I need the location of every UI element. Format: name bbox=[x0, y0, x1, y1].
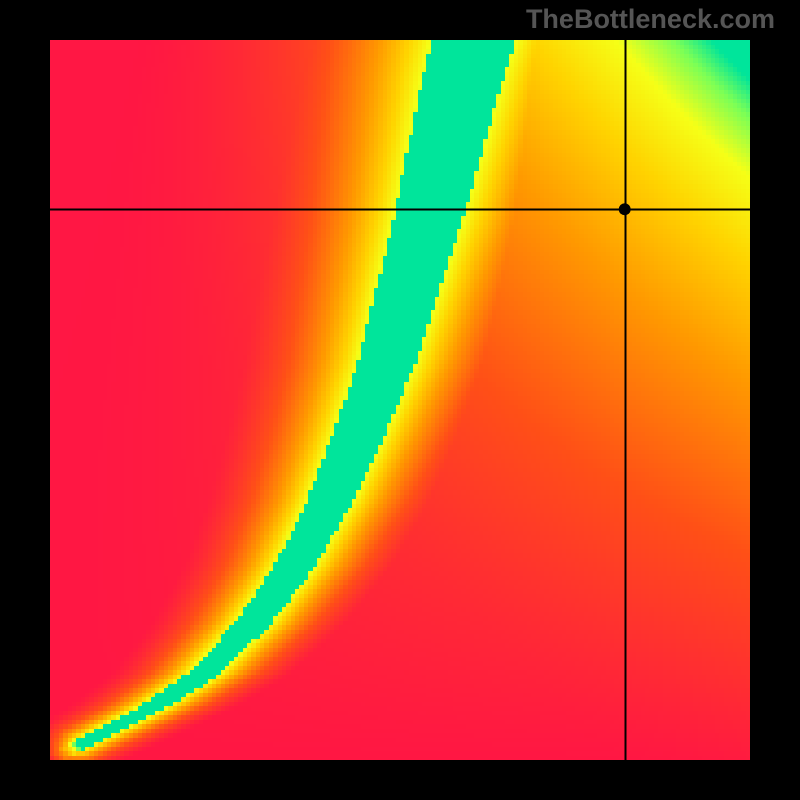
chart-container: TheBottleneck.com bbox=[0, 0, 800, 800]
watermark-text: TheBottleneck.com bbox=[526, 4, 775, 35]
heatmap-stage bbox=[50, 40, 750, 760]
heatmap-canvas bbox=[50, 40, 750, 760]
